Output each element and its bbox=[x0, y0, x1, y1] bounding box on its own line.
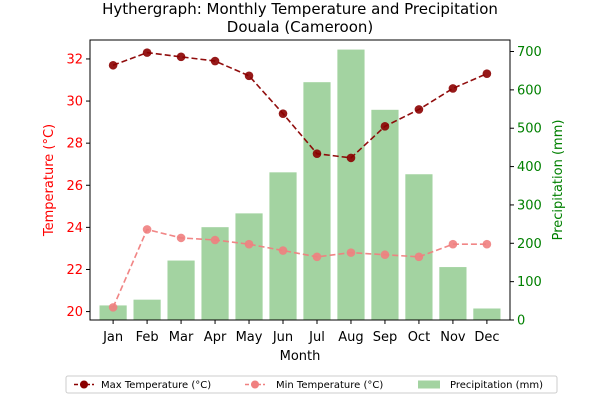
y-left-tick-label: 32 bbox=[66, 52, 83, 67]
min-temp-point-apr bbox=[210, 235, 220, 245]
x-tick-label: May bbox=[236, 330, 263, 345]
y-right-tick-label: 700 bbox=[517, 45, 542, 60]
precip-bar-jun bbox=[269, 172, 297, 320]
y-right-tick-label: 200 bbox=[517, 237, 542, 252]
min-temp-line bbox=[112, 228, 487, 308]
max-temp-point-dec bbox=[482, 69, 492, 78]
min-temp-point-aug bbox=[346, 248, 356, 257]
y-left-tick-label: 24 bbox=[66, 221, 83, 236]
max-temp-point-may bbox=[244, 71, 254, 81]
x-tick-label: Mar bbox=[169, 330, 194, 345]
chart-subtitle: Douala (Cameroon) bbox=[227, 18, 373, 36]
precip-bar-oct bbox=[405, 174, 433, 320]
precip-bar-aug bbox=[337, 49, 365, 320]
min-temp-point-mar bbox=[176, 233, 186, 243]
x-tick-label: Jan bbox=[102, 330, 123, 345]
plot-frame bbox=[89, 39, 511, 321]
precip-bar-feb bbox=[133, 299, 161, 320]
precip-bar-jan bbox=[99, 305, 127, 320]
x-tick-label: Sep bbox=[373, 330, 398, 345]
y-right-tick-label: 300 bbox=[517, 198, 542, 213]
y-axis-left-label: Temperature (°C) bbox=[42, 124, 57, 237]
max-temp-point-mar bbox=[176, 52, 186, 62]
max-temp-legend-label: Max Temperature (°C) bbox=[101, 380, 211, 391]
min-temp-legend-marker bbox=[251, 380, 259, 389]
max-temp-point-nov bbox=[448, 84, 458, 93]
max-temp-point-oct bbox=[414, 105, 424, 114]
chart-title: Hythergraph: Monthly Temperature and Pre… bbox=[102, 0, 498, 18]
max-temp-legend-marker bbox=[80, 380, 88, 389]
min-temp-point-jul bbox=[312, 252, 322, 262]
min-temp-point-jun bbox=[278, 246, 288, 255]
precip-legend-label: Precipitation (mm) bbox=[450, 380, 543, 391]
x-tick-label: Dec bbox=[474, 330, 499, 345]
y-axis-right-label: Precipitation (mm) bbox=[551, 120, 566, 241]
max-temp-point-feb bbox=[142, 48, 152, 57]
x-axis-label: Month bbox=[280, 349, 321, 364]
x-tick-label: Feb bbox=[136, 330, 159, 345]
legend: Max Temperature (°C) Min Temperature (°C)… bbox=[65, 375, 558, 394]
min-temp-point-jan bbox=[108, 303, 118, 312]
min-temp-point-dec bbox=[482, 239, 492, 249]
legend-box bbox=[65, 375, 558, 394]
y-left-tick-label: 28 bbox=[66, 137, 83, 152]
axes: 20 22 24 26 28 30 32 0 100 200 300 400 500 600 700 Jan F… bbox=[66, 39, 542, 345]
y-right-tick-label: 100 bbox=[517, 275, 542, 290]
max-temp-point-jul bbox=[312, 149, 322, 158]
min-temp-legend-label: Min Temperature (°C) bbox=[276, 380, 383, 391]
y-left-tick-label: 26 bbox=[66, 179, 83, 194]
precip-bar-may bbox=[235, 213, 263, 320]
precip-bar-mar bbox=[167, 260, 195, 320]
x-tick-label: Oct bbox=[408, 330, 430, 345]
max-temp-point-aug bbox=[346, 153, 356, 163]
min-temp-point-feb bbox=[142, 225, 152, 234]
x-tick-label: Aug bbox=[338, 330, 363, 345]
y-right-tick-label: 600 bbox=[517, 83, 542, 98]
y-left-tick-label: 20 bbox=[66, 305, 83, 320]
x-tick-label: Apr bbox=[204, 330, 227, 345]
min-temp-point-nov bbox=[448, 239, 458, 249]
x-tick-label: Jun bbox=[272, 330, 293, 345]
x-tick-label: Nov bbox=[440, 330, 466, 345]
precip-bar-dec bbox=[473, 308, 501, 320]
max-temp-point-apr bbox=[210, 56, 220, 66]
max-temp-line bbox=[112, 51, 488, 159]
y-right-tick-label: 500 bbox=[517, 122, 542, 137]
max-temp-point-jan bbox=[108, 60, 118, 70]
y-right-tick-label: 400 bbox=[517, 160, 542, 175]
precip-bar-jul bbox=[303, 82, 331, 321]
precip-legend-swatch bbox=[418, 380, 440, 389]
y-right-tick-label: 0 bbox=[517, 314, 525, 329]
min-temp-point-may bbox=[244, 239, 254, 249]
max-temp-point-jun bbox=[278, 109, 288, 118]
min-temp-point-oct bbox=[414, 252, 424, 262]
max-temp-point-sep bbox=[380, 122, 390, 131]
y-left-tick-label: 30 bbox=[66, 95, 83, 110]
precip-bar-nov bbox=[439, 267, 467, 320]
precip-bar-sep bbox=[371, 109, 399, 320]
x-tick-label: Jul bbox=[308, 330, 325, 345]
precipitation-bars bbox=[99, 49, 501, 321]
y-left-tick-label: 22 bbox=[66, 263, 83, 278]
temperature-lines bbox=[108, 48, 492, 312]
min-temp-point-sep bbox=[380, 250, 390, 260]
